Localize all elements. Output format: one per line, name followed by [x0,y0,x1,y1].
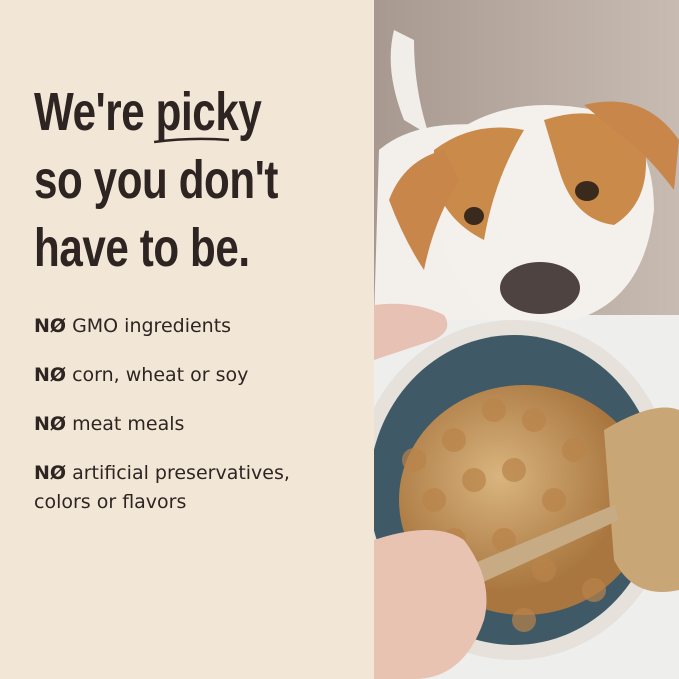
dog-food-photo [374,0,679,679]
dog-patch-right [544,113,646,225]
photo-illustration [374,0,679,679]
underline-stroke [153,137,230,144]
hand-top [374,303,448,360]
benefit-item: NØ corn, wheat or soy [34,364,249,386]
dog-nose [500,262,580,314]
benefit-item: NØ artificial preservatives, colors or fl… [34,462,290,513]
benefit-item: NØ GMO ingredients [34,315,232,337]
benefit-item: NØ meat meals [34,413,185,435]
headline-line1: We're [34,82,145,142]
headline-emphasis: picky [153,78,262,146]
dog-tail [390,30,429,135]
headline-line2: so you don't [34,150,278,210]
benefits-list: NØ GMO ingredients NØ corn, wheat or soy N… [34,312,334,517]
dog-eye-right [575,181,599,201]
scoop [604,407,679,592]
hand-bottom [374,530,487,679]
headline: We're picky so you don't have to be. [34,78,278,282]
dog-ear-right [584,101,679,190]
headline-line3: have to be. [34,218,250,278]
text-panel: We're picky so you don't have to be. NØ G… [34,78,334,517]
dog-eye-left [464,207,484,225]
dog-ear-left [389,150,459,270]
dog-patch-left [434,127,524,240]
